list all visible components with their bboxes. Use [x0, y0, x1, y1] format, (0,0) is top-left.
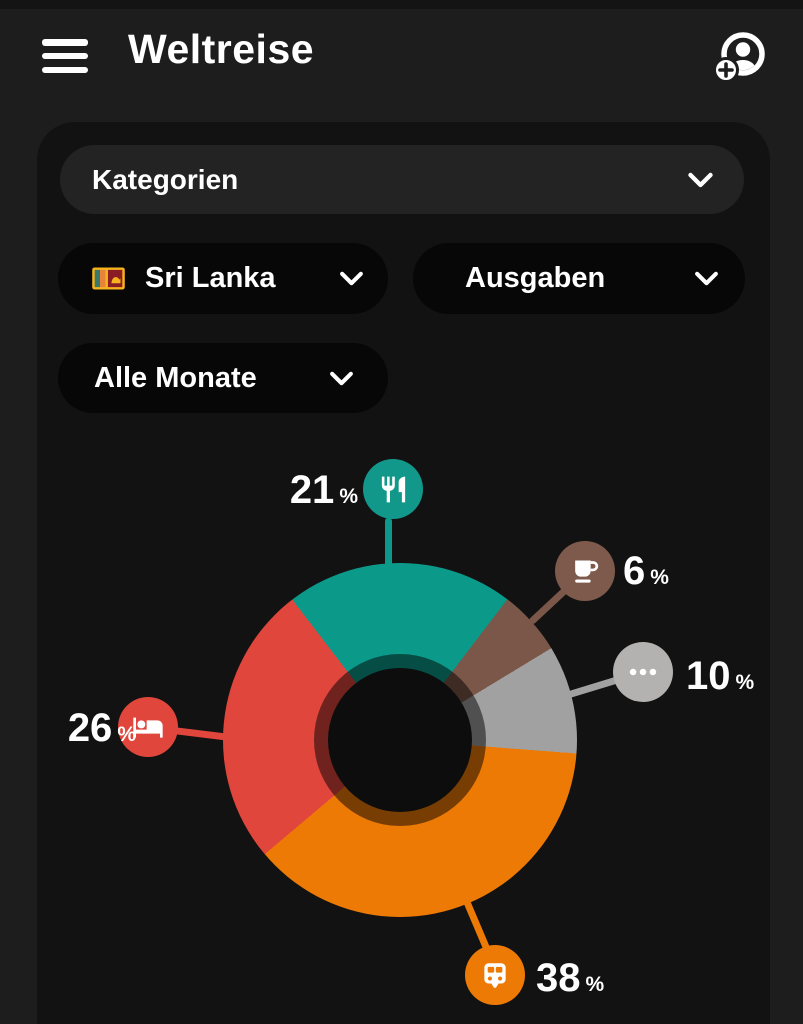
fork-knife-icon: [381, 476, 405, 502]
ellipsis-icon: [629, 668, 657, 676]
chevron-down-icon: [694, 271, 719, 286]
bus-icon: [484, 963, 506, 988]
category-dropdown-label: Kategorien: [92, 163, 239, 195]
category-dropdown[interactable]: Kategorien: [60, 145, 744, 214]
hamburger-icon: [42, 39, 88, 46]
expense-type-dropdown-label: Ausgaben: [465, 262, 606, 294]
hamburger-menu-button[interactable]: [42, 39, 88, 73]
status-bar-area: [0, 0, 803, 9]
header: Weltreise: [0, 9, 803, 114]
coffee-cup-icon: [574, 560, 598, 583]
accommodation-category-badge[interactable]: [118, 697, 178, 757]
sri-lanka-flag-icon: [92, 267, 125, 290]
cafe-category-badge[interactable]: [555, 541, 615, 601]
transport-category-badge[interactable]: [465, 945, 525, 1005]
chevron-down-icon: [329, 371, 354, 386]
food-category-badge[interactable]: [363, 459, 423, 519]
chevron-down-icon: [339, 271, 364, 286]
bed-icon: [133, 717, 163, 738]
filter-card: Kategorien Sri Lanka Ausgaben: [37, 122, 770, 1024]
chevron-down-icon: [687, 172, 714, 188]
donut[interactable]: [223, 563, 577, 917]
add-person-button[interactable]: [712, 29, 768, 89]
country-dropdown-label: Sri Lanka: [145, 262, 276, 294]
other-category-badge[interactable]: [613, 642, 673, 702]
page-title: Weltreise: [128, 26, 315, 72]
country-dropdown[interactable]: Sri Lanka: [58, 243, 388, 314]
month-dropdown[interactable]: Alle Monate: [58, 343, 388, 413]
person-add-icon: [713, 32, 765, 83]
expense-type-dropdown[interactable]: Ausgaben: [413, 243, 745, 314]
month-dropdown-label: Alle Monate: [94, 361, 257, 394]
